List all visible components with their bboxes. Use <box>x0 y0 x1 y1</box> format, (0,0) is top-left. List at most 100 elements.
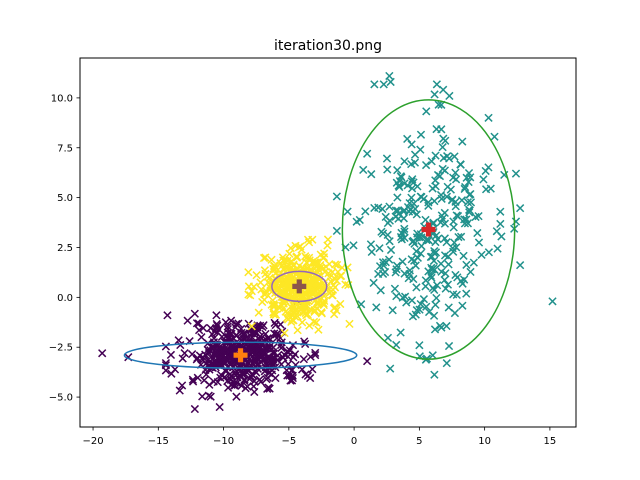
data-point <box>477 250 486 259</box>
x-tick-label: 0 <box>351 436 357 447</box>
data-point <box>306 352 315 361</box>
data-point <box>349 241 358 250</box>
data-point <box>212 311 221 320</box>
data-point <box>438 214 447 223</box>
data-point <box>267 255 276 264</box>
data-point <box>424 307 434 317</box>
data-point <box>319 300 328 310</box>
data-point <box>249 382 258 391</box>
data-point <box>452 211 461 220</box>
data-point <box>161 342 171 351</box>
data-point <box>426 252 435 262</box>
data-point <box>314 282 324 291</box>
data-point <box>466 198 476 207</box>
data-point <box>393 206 402 215</box>
data-point <box>352 217 361 226</box>
data-point <box>429 311 439 320</box>
data-point <box>415 341 424 350</box>
data-point <box>298 318 307 327</box>
data-point <box>359 165 368 175</box>
data-point <box>459 251 468 260</box>
data-point <box>440 275 449 285</box>
data-point <box>442 238 451 247</box>
data-point <box>431 300 440 309</box>
data-point <box>296 242 305 251</box>
data-point <box>283 315 293 324</box>
data-point <box>203 345 212 355</box>
data-point <box>400 157 409 166</box>
data-point <box>410 150 420 159</box>
data-point <box>466 173 475 182</box>
data-point <box>239 371 248 380</box>
data-point <box>431 151 440 160</box>
data-point <box>445 91 454 101</box>
data-point <box>416 299 425 309</box>
data-point <box>309 317 319 327</box>
data-point <box>486 184 495 193</box>
data-point <box>407 140 416 149</box>
data-point <box>444 260 453 269</box>
data-point <box>380 267 390 277</box>
y-tick-label: 2.5 <box>57 243 73 254</box>
data-point <box>465 190 474 199</box>
data-point <box>193 373 202 382</box>
data-point <box>440 219 450 228</box>
data-point <box>314 325 323 334</box>
data-point <box>199 323 208 333</box>
data-point <box>449 290 458 299</box>
data-point <box>439 85 448 94</box>
data-point <box>308 365 317 374</box>
data-point <box>443 280 453 289</box>
data-point <box>422 107 431 116</box>
data-point <box>444 341 454 351</box>
data-point <box>176 340 185 350</box>
y-tick-label: −5.0 <box>49 393 73 404</box>
data-point <box>312 261 321 270</box>
data-point <box>251 327 260 336</box>
data-point <box>263 384 272 393</box>
data-point <box>341 280 350 289</box>
data-point <box>388 306 397 315</box>
data-point <box>329 304 339 313</box>
data-point <box>374 269 383 279</box>
data-point <box>223 362 232 372</box>
data-point <box>458 279 467 288</box>
data-point <box>183 316 192 325</box>
data-point <box>271 310 280 319</box>
data-point <box>440 251 450 260</box>
data-point <box>411 310 420 319</box>
data-point <box>303 371 313 381</box>
data-point <box>417 241 426 251</box>
data-point <box>261 253 270 262</box>
data-point <box>226 329 235 339</box>
data-point <box>244 282 254 291</box>
data-point <box>383 333 393 342</box>
data-point <box>190 309 199 318</box>
data-point <box>409 274 418 284</box>
data-point <box>345 319 354 329</box>
data-point <box>361 207 370 216</box>
data-point <box>479 175 488 184</box>
data-point <box>270 318 279 328</box>
x-axis: −20 −15 −10 −5 0 5 10 15 <box>82 427 556 447</box>
data-point <box>197 333 206 342</box>
data-point <box>490 132 499 141</box>
data-point <box>305 321 314 330</box>
data-point <box>214 348 224 357</box>
data-point <box>435 321 445 330</box>
data-point <box>269 310 278 319</box>
data-point <box>209 334 219 343</box>
data-point <box>263 272 272 281</box>
data-point <box>424 201 433 210</box>
y-tick-label: 10.0 <box>51 93 73 104</box>
data-point <box>493 244 502 253</box>
y-tick-label: 0.0 <box>57 293 73 304</box>
cluster-ellipses-layer <box>123 99 516 369</box>
data-point <box>216 373 225 382</box>
data-point <box>325 273 334 282</box>
data-point <box>427 273 436 282</box>
data-point <box>226 316 236 325</box>
data-point <box>474 238 484 247</box>
